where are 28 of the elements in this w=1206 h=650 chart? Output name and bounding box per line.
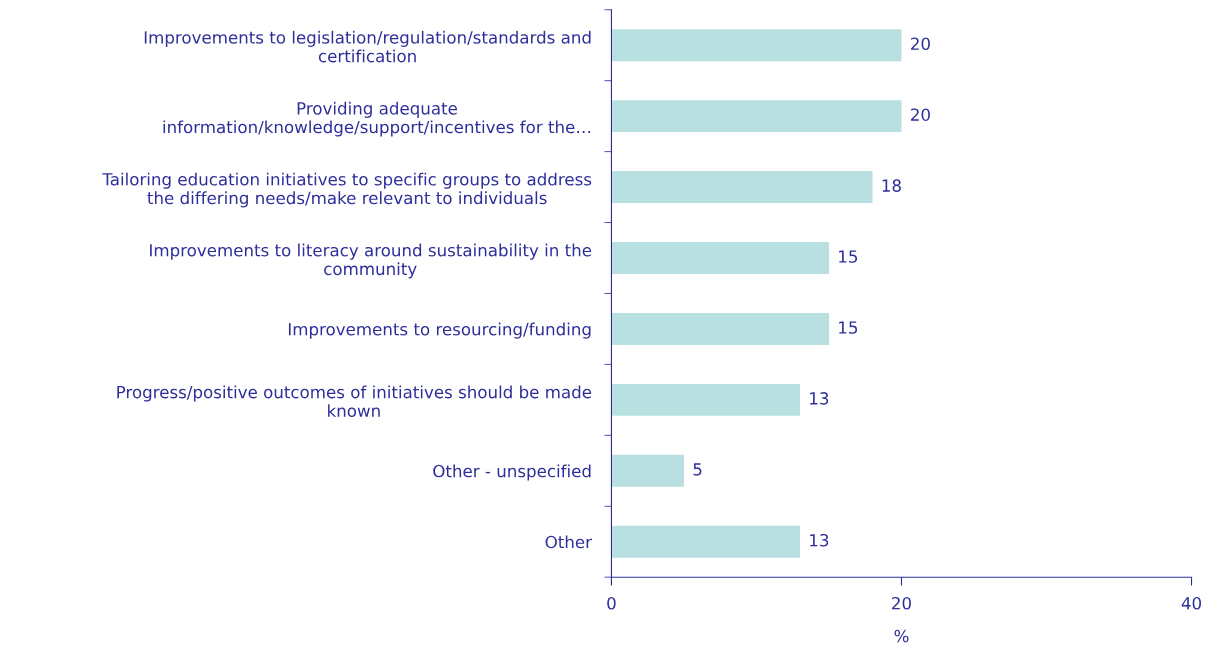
bar bbox=[611, 171, 873, 204]
data-label: 18 bbox=[882, 179, 901, 192]
y-tick-label: Improvements to literacy around sustainability in the community bbox=[150, 243, 592, 279]
data-label: 15 bbox=[839, 321, 858, 334]
x-axis-title: % bbox=[894, 629, 909, 643]
data-label: 13 bbox=[810, 533, 829, 547]
data-label: 13 bbox=[810, 392, 829, 405]
x-tick-label: 0 bbox=[607, 596, 616, 610]
bar bbox=[611, 383, 800, 416]
y-tick-label: Improvements to legislation/regulation/standards and certification bbox=[144, 30, 591, 63]
bar bbox=[611, 454, 684, 487]
x-tick-label: 40 bbox=[1181, 596, 1202, 610]
x-tick-label: 20 bbox=[892, 596, 911, 610]
data-label: 5 bbox=[693, 463, 702, 476]
data-label: 20 bbox=[911, 108, 930, 121]
bar bbox=[611, 100, 902, 133]
y-tick-label: Tailoring education initiatives to specific groups to address the differing needs/make relevant to individuals bbox=[102, 172, 592, 208]
bar bbox=[611, 525, 800, 558]
y-tick-label: Other - unspecified bbox=[433, 464, 591, 481]
bar bbox=[611, 242, 829, 274]
y-tick-label: Progress/positive outcomes of initiatives should be made known bbox=[117, 385, 592, 418]
data-label: 15 bbox=[839, 250, 858, 263]
y-tick-label: Other bbox=[545, 535, 592, 549]
bar bbox=[611, 312, 829, 345]
bar bbox=[611, 29, 902, 62]
y-tick-label: Providing adequate information/knowledge/support/incentives for the… bbox=[163, 101, 591, 137]
data-label: 20 bbox=[911, 37, 930, 51]
y-tick-label: Improvements to resourcing/funding bbox=[288, 322, 591, 339]
